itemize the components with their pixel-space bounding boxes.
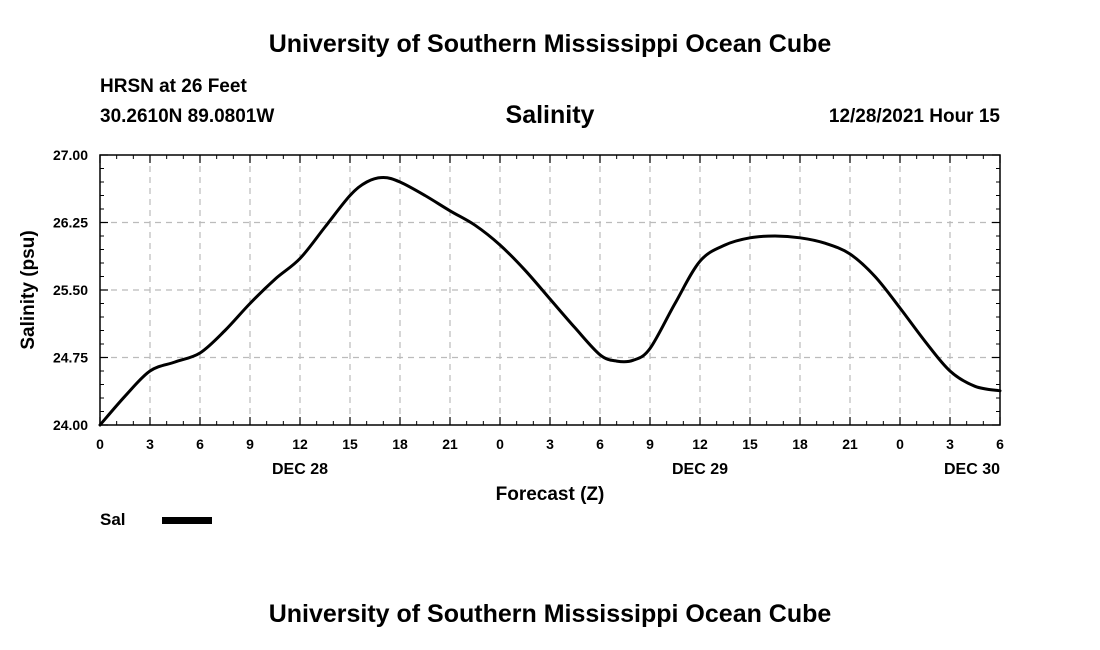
- legend-label: Sal: [100, 510, 126, 529]
- x-tick-label: 6: [996, 436, 1004, 452]
- x-tick-label: 3: [546, 436, 554, 452]
- date-label: DEC 29: [672, 461, 728, 478]
- date-labels: DEC 28 DEC 29 DEC 30: [272, 461, 1000, 478]
- y-tick-label: 27.00: [53, 147, 88, 163]
- x-tick-label: 9: [246, 436, 254, 452]
- x-tick-label: 3: [946, 436, 954, 452]
- x-tick-label: 9: [646, 436, 654, 452]
- y-axis-label: Salinity (psu): [18, 230, 39, 349]
- x-tick-label: 0: [896, 436, 904, 452]
- x-tick-label: 15: [342, 436, 358, 452]
- x-tick-labels: 0 3 6 9 12 15 18 21 0 3 6 9 12 15 18 21 0 3 6: [96, 436, 1004, 452]
- forecast-timestamp: 12/28/2021 Hour 15: [828, 106, 1000, 127]
- y-tick-label: 24.75: [53, 350, 88, 366]
- x-tick-label: 12: [692, 436, 708, 452]
- date-label: DEC 30: [944, 461, 1000, 478]
- x-tick-label: 18: [392, 436, 408, 452]
- chart-title: Salinity: [505, 101, 595, 129]
- y-tick-label: 26.25: [53, 215, 88, 231]
- x-tick-label: 21: [842, 436, 858, 452]
- y-tick-label: 24.00: [53, 417, 88, 433]
- x-tick-label: 15: [742, 436, 758, 452]
- x-tick-label: 0: [96, 436, 104, 452]
- station-coordinates: 30.2610N 89.0801W: [100, 106, 275, 127]
- station-name: HRSN at 26 Feet: [100, 76, 247, 97]
- x-tick-label: 6: [196, 436, 204, 452]
- legend-swatch: [162, 517, 212, 524]
- plot-frame: [99, 154, 1001, 426]
- x-axis-label: Forecast (Z): [496, 484, 605, 505]
- y-tick-labels: 24.00 24.75 25.50 26.25 27.00: [53, 147, 88, 433]
- y-tick-label: 25.50: [53, 282, 88, 298]
- date-label: DEC 28: [272, 461, 328, 478]
- x-tick-label: 6: [596, 436, 604, 452]
- x-tick-label: 12: [292, 436, 308, 452]
- grid-lines: [100, 155, 1000, 425]
- footer-title: University of Southern Mississippi Ocean…: [268, 600, 832, 628]
- salinity-series-line: [98, 176, 1002, 427]
- x-tick-label: 21: [442, 436, 458, 452]
- main-title: University of Southern Mississippi Ocean…: [268, 30, 832, 58]
- x-tick-label: 3: [146, 436, 154, 452]
- x-tick-label: 0: [496, 436, 504, 452]
- x-tick-label: 18: [792, 436, 808, 452]
